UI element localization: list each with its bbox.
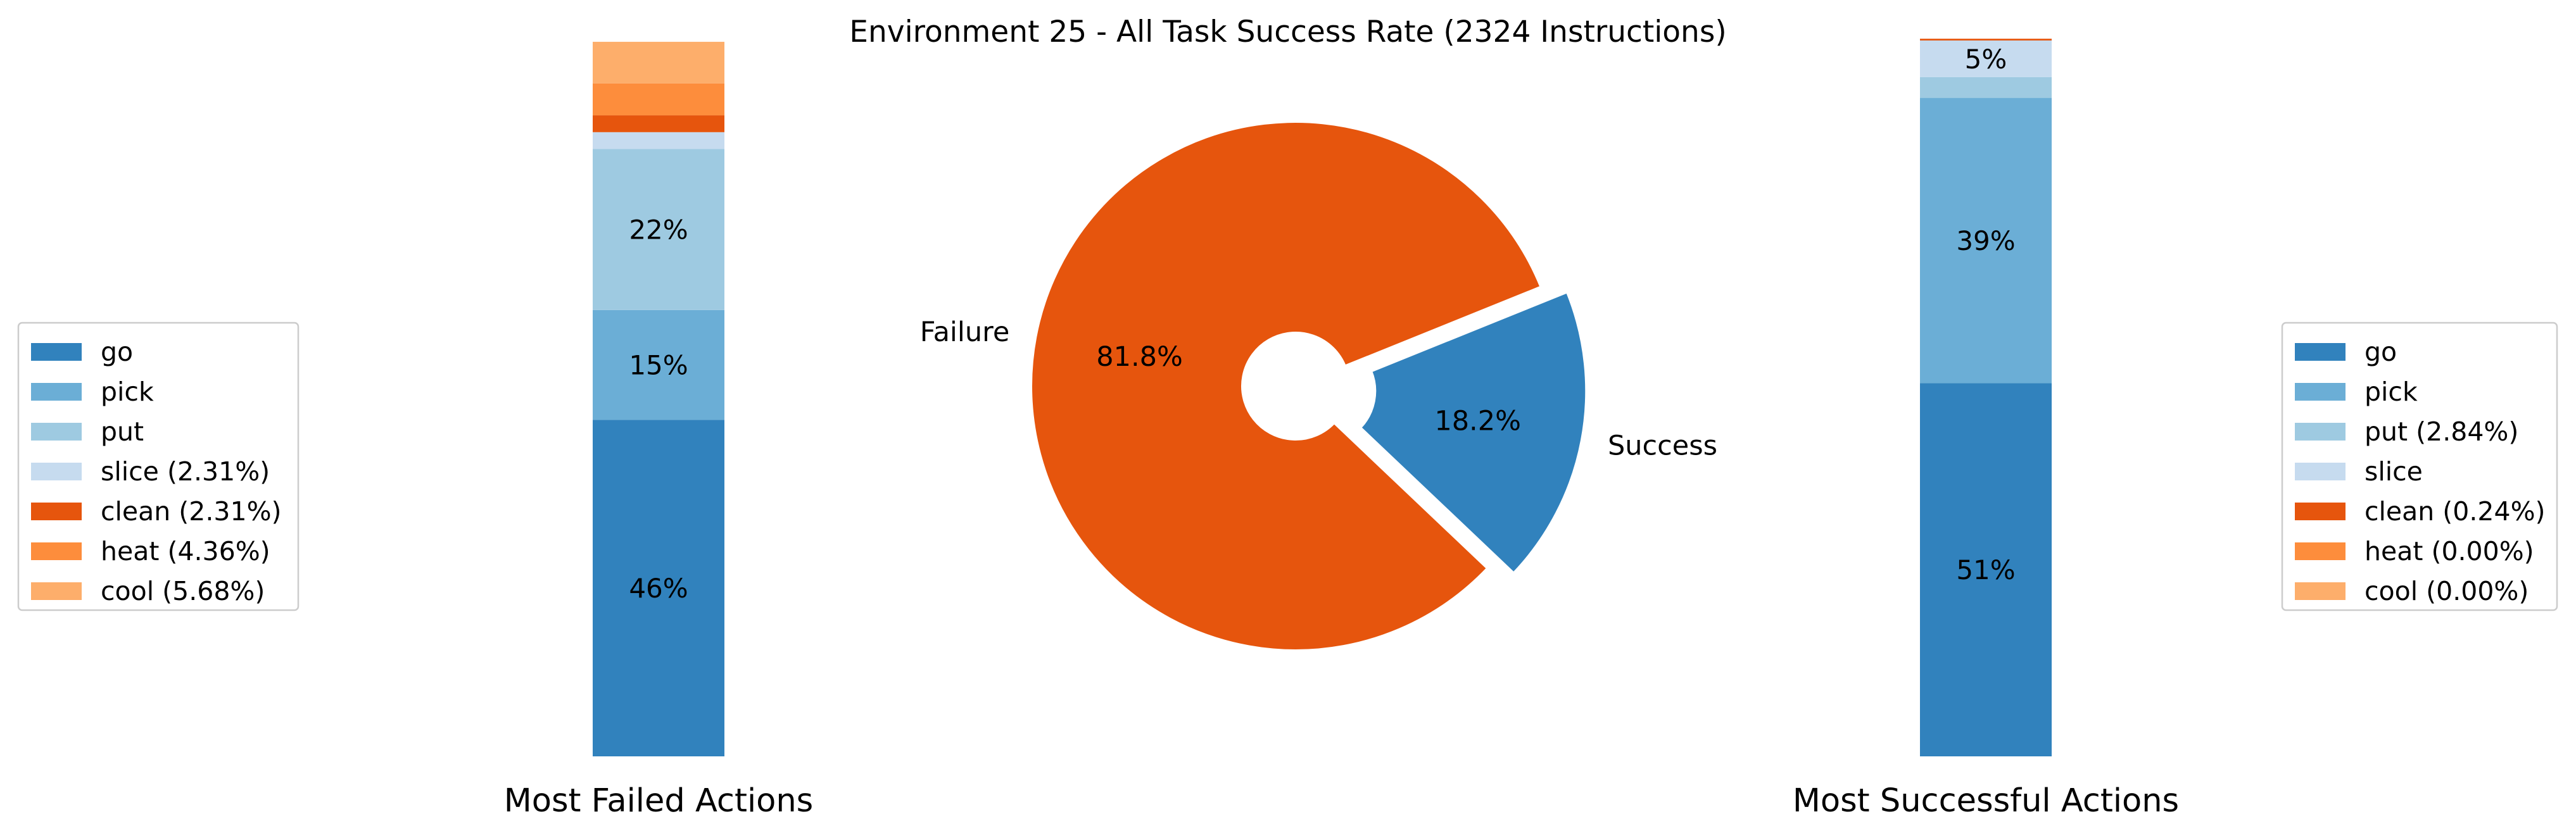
bar-label-go: 46% [629, 573, 688, 604]
bar-segment-clean [593, 115, 724, 132]
bar-label-slice: 5% [1965, 44, 2007, 75]
pie-slice-failure [1030, 120, 1543, 653]
legend-item-clean: clean (2.31%) [101, 496, 282, 527]
legend-item-heat: heat (4.36%) [101, 536, 270, 566]
pie-pct-failure: 81.8% [1096, 341, 1183, 373]
legend-swatch-heat [2295, 542, 2346, 560]
legend-item-put: put [101, 416, 144, 447]
legend-frame [2281, 322, 2558, 611]
failed-actions-stack: 46% 15% 22% [593, 42, 724, 756]
pie-label-failure: Failure [920, 316, 1009, 348]
legend-swatch-pick [31, 383, 82, 401]
success-rate-pie: 81.8% Failure 18.2% Success [920, 120, 1717, 653]
legend-swatch-put [31, 423, 82, 441]
legend-swatch-clean [31, 503, 82, 520]
legend-swatch-clean [2295, 503, 2346, 520]
bar-segment-pick [1920, 97, 2052, 384]
legend-item-clean: clean (0.24%) [2364, 496, 2546, 527]
legend-item-cool: cool (0.00%) [2364, 576, 2529, 606]
bar-segment-clean [1920, 39, 2052, 41]
bar-segment-heat [593, 83, 724, 116]
legend-item-put: put (2.84%) [2364, 416, 2518, 447]
legend-swatch-slice [2295, 463, 2346, 480]
bar-segment-pick [593, 310, 724, 420]
legend-item-pick: pick [101, 377, 154, 407]
successful-actions-xlabel: Most Successful Actions [1793, 782, 2179, 820]
successful-actions-legend: go pick put (2.84%) slice clean (0.24%) heat … [2281, 322, 2558, 611]
bar-label-go: 51% [1956, 554, 2015, 585]
legend-item-slice: slice (2.31%) [101, 456, 270, 487]
legend-item-pick: pick [2364, 377, 2418, 407]
legend-swatch-cool [2295, 582, 2346, 600]
legend-frame [17, 322, 300, 611]
bar-segment-slice [593, 132, 724, 149]
legend-item-slice: slice [2364, 456, 2423, 487]
legend-swatch-slice [31, 463, 82, 480]
chart-title: Environment 25 - All Task Success Rate (… [849, 15, 1726, 49]
bar-segment-go [1920, 383, 2052, 756]
legend-swatch-heat [31, 542, 82, 560]
bar-segment-cool [593, 42, 724, 84]
legend-item-go: go [2364, 337, 2397, 367]
legend-item-go: go [101, 337, 133, 367]
legend-swatch-go [2295, 343, 2346, 361]
legend-item-heat: heat (0.00%) [2364, 536, 2534, 566]
legend-swatch-put [2295, 423, 2346, 441]
bar-segment-put [1920, 77, 2052, 98]
failed-actions-legend: go pick put slice (2.31%) clean (2.31%) heat … [17, 322, 300, 611]
pie-pct-success: 18.2% [1434, 406, 1521, 437]
failed-actions-xlabel: Most Failed Actions [504, 782, 813, 820]
bar-label-pick: 15% [629, 350, 688, 381]
pie-slice-success [1358, 290, 1588, 575]
bar-segment-go [593, 420, 724, 756]
bar-segment-slice [1920, 40, 2052, 77]
bar-label-put: 22% [629, 215, 688, 246]
legend-swatch-go [31, 343, 82, 361]
legend-swatch-pick [2295, 383, 2346, 401]
bar-label-pick: 39% [1956, 225, 2015, 256]
legend-item-cool: cool (5.68%) [101, 576, 265, 606]
bar-segment-put [593, 149, 724, 310]
legend-swatch-cool [31, 582, 82, 600]
successful-actions-stack: 51% 39% 5% [1920, 39, 2052, 756]
pie-label-success: Success [1608, 430, 1717, 462]
